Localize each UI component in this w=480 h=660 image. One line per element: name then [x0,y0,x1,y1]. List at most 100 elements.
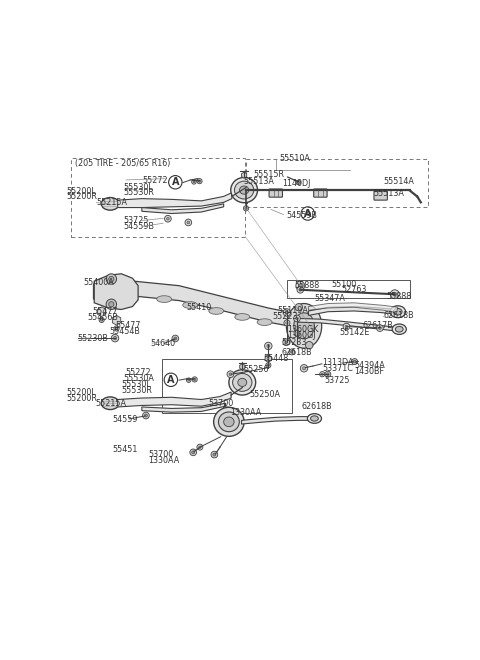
Text: 53700: 53700 [148,450,174,459]
Text: 54559B: 54559B [123,222,154,232]
Circle shape [113,337,117,340]
Circle shape [296,317,298,319]
Text: 54559: 54559 [112,415,138,424]
Circle shape [294,315,300,322]
Text: 55515R: 55515R [253,170,285,179]
Circle shape [267,345,270,347]
Text: 55233: 55233 [281,338,306,346]
Circle shape [143,412,149,419]
FancyBboxPatch shape [314,189,327,197]
Text: 55200R: 55200R [67,192,97,201]
Text: 55256: 55256 [244,364,269,374]
Text: 55456B: 55456B [87,314,119,322]
Circle shape [109,277,114,282]
Polygon shape [294,330,300,337]
FancyBboxPatch shape [374,191,387,200]
Text: (205 TIRE - 205/65 R16): (205 TIRE - 205/65 R16) [75,159,170,168]
Ellipse shape [231,178,258,203]
Ellipse shape [238,378,247,387]
Ellipse shape [101,197,119,210]
Circle shape [192,377,197,382]
Circle shape [298,182,300,183]
Text: 55888: 55888 [386,292,412,300]
Circle shape [165,215,171,222]
Ellipse shape [294,313,314,339]
Text: 55514A: 55514A [384,177,415,186]
Ellipse shape [218,412,240,432]
Ellipse shape [209,308,224,314]
Polygon shape [142,403,226,412]
Circle shape [390,290,399,299]
Text: 1313DA: 1313DA [322,358,353,367]
Circle shape [284,320,290,326]
Text: 55230B: 55230B [78,334,109,343]
Ellipse shape [214,407,244,436]
Text: 1330AA: 1330AA [148,456,180,465]
Text: 55530R: 55530R [121,386,152,395]
Bar [287,280,409,298]
Circle shape [393,292,396,296]
Circle shape [377,325,383,331]
Text: 55888: 55888 [294,281,320,290]
Text: 55400A: 55400A [83,279,114,287]
Circle shape [290,350,293,353]
Circle shape [299,288,301,291]
Text: 62617B: 62617B [362,321,393,331]
Bar [246,159,428,207]
Ellipse shape [157,296,172,302]
Text: A: A [304,209,312,218]
Circle shape [193,181,195,183]
Text: A: A [171,178,179,187]
Circle shape [305,341,313,349]
Text: 55250A: 55250A [250,390,281,399]
Circle shape [245,207,247,209]
Text: 55272: 55272 [125,368,151,378]
Text: 54394A: 54394A [354,361,384,370]
Text: 55477: 55477 [115,321,141,329]
Text: 55510A: 55510A [279,154,310,163]
Circle shape [320,372,325,377]
Polygon shape [97,307,106,317]
Circle shape [326,373,329,376]
Circle shape [106,299,117,310]
Text: 55100: 55100 [332,280,357,290]
Ellipse shape [390,306,406,317]
Circle shape [297,286,304,293]
Text: 55215A: 55215A [96,198,128,207]
Polygon shape [94,281,313,330]
Circle shape [289,349,295,355]
Circle shape [198,180,201,182]
Circle shape [286,321,288,324]
Circle shape [353,360,356,363]
Circle shape [302,367,306,370]
Bar [162,359,292,413]
Text: 62618B: 62618B [282,348,312,357]
Circle shape [343,323,350,330]
Circle shape [352,358,358,364]
Text: A: A [167,375,175,385]
Circle shape [197,179,202,183]
Text: 55454B: 55454B [110,327,141,335]
Circle shape [187,221,190,224]
Polygon shape [112,315,121,325]
Text: 1430BF: 1430BF [354,367,384,376]
Text: 55530R: 55530R [123,188,154,197]
Text: 55530L: 55530L [121,380,151,389]
Circle shape [167,217,169,220]
Ellipse shape [101,397,119,410]
Circle shape [197,444,203,450]
Ellipse shape [233,374,252,391]
Circle shape [213,453,216,456]
Circle shape [264,343,272,350]
Circle shape [109,302,114,307]
Text: 55513A: 55513A [373,189,404,198]
Text: 55513A: 55513A [243,177,274,186]
Circle shape [186,378,191,382]
Ellipse shape [240,186,249,194]
Circle shape [295,304,302,311]
Circle shape [100,319,103,321]
Text: 55142E: 55142E [340,328,370,337]
Polygon shape [240,364,245,370]
Ellipse shape [287,304,322,348]
Text: 54640: 54640 [150,339,175,348]
